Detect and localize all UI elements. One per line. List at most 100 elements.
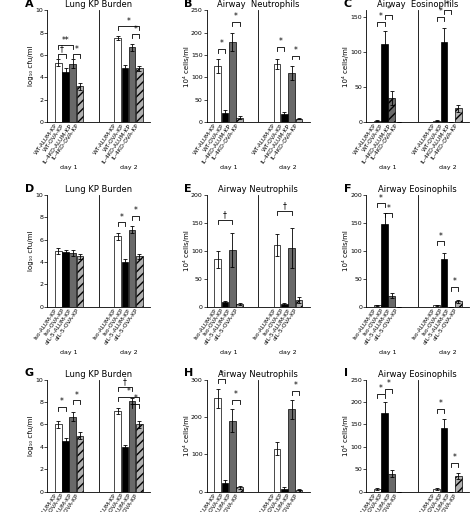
Bar — [236, 304, 243, 307]
Title: Airway Neutrophils: Airway Neutrophils — [219, 185, 298, 194]
Text: day 2: day 2 — [279, 165, 297, 170]
Bar — [440, 428, 447, 492]
Bar — [374, 489, 381, 492]
Y-axis label: 10⁴ cells/ml: 10⁴ cells/ml — [342, 415, 349, 456]
Text: day 2: day 2 — [438, 165, 456, 170]
Title: Lung KP Burden: Lung KP Burden — [65, 1, 132, 9]
Text: *: * — [386, 5, 390, 14]
Text: day 2: day 2 — [119, 165, 137, 170]
Text: †: † — [60, 45, 64, 54]
Bar — [215, 259, 221, 307]
Bar — [121, 447, 128, 492]
Bar — [129, 229, 136, 307]
Text: *: * — [134, 25, 137, 33]
Text: *: * — [134, 394, 137, 403]
Y-axis label: log₁₀ cfu/ml: log₁₀ cfu/ml — [28, 46, 34, 87]
Text: †: † — [123, 377, 127, 386]
Y-axis label: 10⁴ cells/ml: 10⁴ cells/ml — [342, 46, 349, 87]
Text: **: ** — [62, 36, 70, 45]
Text: C: C — [344, 0, 352, 9]
Text: *: * — [127, 387, 130, 396]
Text: *: * — [379, 384, 383, 393]
Text: *: * — [127, 17, 130, 26]
Bar — [129, 401, 136, 492]
Bar — [114, 237, 121, 307]
Text: H: H — [184, 369, 193, 378]
Text: *: * — [219, 370, 223, 379]
Bar — [215, 66, 221, 122]
Text: *: * — [386, 204, 390, 212]
Text: *: * — [279, 37, 283, 46]
Text: E: E — [184, 184, 192, 194]
Text: *: * — [234, 12, 238, 21]
Text: day 2: day 2 — [119, 350, 137, 355]
Bar — [77, 87, 83, 122]
Text: I: I — [344, 369, 348, 378]
Bar — [62, 252, 69, 307]
Bar — [62, 441, 69, 492]
Bar — [222, 483, 228, 492]
Bar — [389, 98, 395, 122]
Bar — [281, 114, 288, 122]
Text: †: † — [223, 210, 227, 219]
Bar — [274, 64, 281, 122]
Bar — [274, 449, 281, 492]
Text: *: * — [386, 379, 390, 388]
Text: *: * — [293, 46, 297, 55]
Bar — [455, 108, 462, 122]
Title: Lung KP Burden: Lung KP Burden — [65, 185, 132, 194]
Y-axis label: 10⁴ cells/ml: 10⁴ cells/ml — [182, 46, 190, 87]
Text: †: † — [283, 201, 286, 210]
Text: *: * — [453, 453, 456, 462]
Text: day 1: day 1 — [61, 165, 78, 170]
Bar — [389, 474, 395, 492]
Bar — [55, 424, 62, 492]
Title: Airway  Eosinophils: Airway Eosinophils — [377, 1, 458, 9]
Bar — [222, 303, 228, 307]
Text: *: * — [293, 381, 297, 390]
Bar — [114, 411, 121, 492]
Title: Airway Neutrophils: Airway Neutrophils — [219, 370, 298, 379]
Bar — [215, 398, 221, 492]
Bar — [455, 301, 462, 307]
Text: *: * — [74, 391, 78, 399]
Text: *: * — [234, 390, 238, 399]
Text: day 1: day 1 — [379, 350, 397, 355]
Text: day 2: day 2 — [438, 350, 456, 355]
Bar — [440, 259, 447, 307]
Bar — [381, 44, 388, 122]
Bar — [281, 304, 288, 307]
Bar — [455, 476, 462, 492]
Bar — [77, 257, 83, 307]
Y-axis label: 10⁴ cells/ml: 10⁴ cells/ml — [342, 230, 349, 271]
Bar — [55, 251, 62, 307]
Text: day 2: day 2 — [279, 350, 297, 355]
Bar — [55, 63, 62, 122]
Bar — [288, 410, 295, 492]
Bar — [129, 47, 136, 122]
Bar — [222, 113, 228, 122]
Bar — [229, 421, 236, 492]
Text: day 1: day 1 — [220, 350, 237, 355]
Bar — [274, 245, 281, 307]
Bar — [440, 41, 447, 122]
Text: *: * — [119, 212, 123, 222]
Bar — [374, 305, 381, 307]
Bar — [381, 224, 388, 307]
Y-axis label: log₁₀ cfu/ml: log₁₀ cfu/ml — [28, 415, 34, 456]
Text: *: * — [219, 39, 223, 48]
Title: Airway Eosinophils: Airway Eosinophils — [378, 370, 457, 379]
Title: Lung KP Burden: Lung KP Burden — [65, 370, 132, 379]
Text: *: * — [453, 278, 456, 287]
Text: G: G — [25, 369, 34, 378]
Text: *: * — [438, 7, 442, 16]
Text: *: * — [60, 397, 64, 406]
Text: *: * — [379, 12, 383, 21]
Bar — [288, 73, 295, 122]
Bar — [229, 250, 236, 307]
Bar — [229, 41, 236, 122]
Bar — [236, 118, 243, 122]
Text: *: * — [134, 206, 137, 215]
Text: day 1: day 1 — [379, 165, 397, 170]
Y-axis label: log₁₀ cfu/ml: log₁₀ cfu/ml — [28, 231, 34, 271]
